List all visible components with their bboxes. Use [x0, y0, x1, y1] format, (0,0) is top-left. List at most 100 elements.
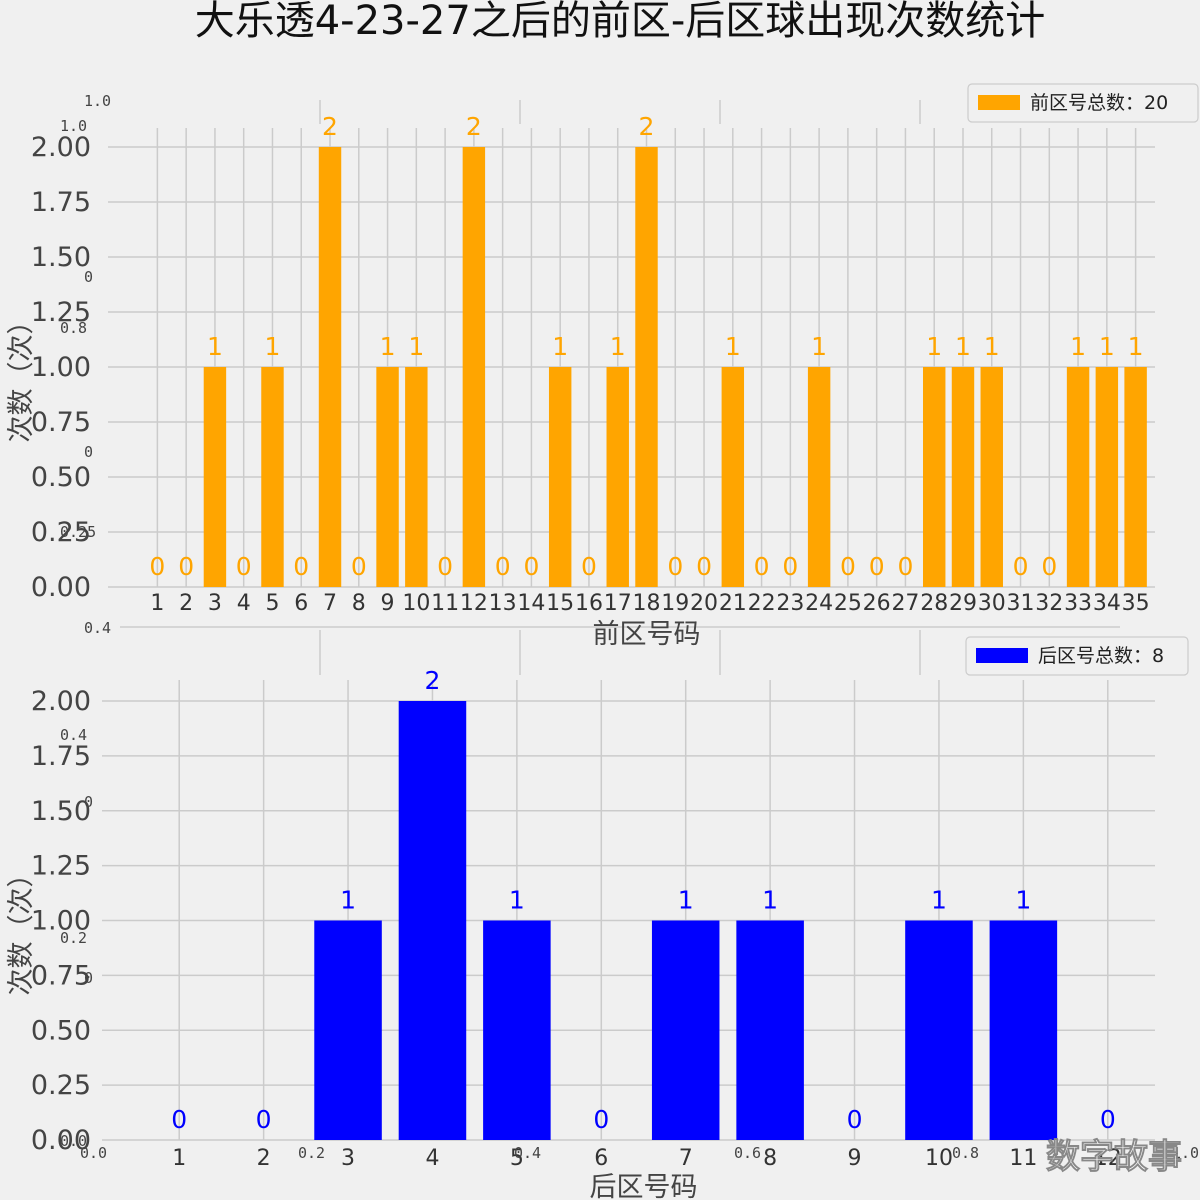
- bar: [951, 367, 975, 587]
- y-tick-label: 0.50: [31, 462, 91, 493]
- x-axis-label: 前区号码: [593, 619, 701, 650]
- value-label: 2: [322, 112, 338, 141]
- y-tick-label: 1.00: [31, 906, 91, 937]
- ghost-bottom-ticks: 0.0 0.2 0.4 0.6 0.8 1.0: [80, 1144, 1199, 1162]
- x-tick-label: 11: [431, 591, 459, 616]
- value-label: 1: [1015, 886, 1031, 915]
- value-label: 0: [696, 552, 712, 581]
- bar: [905, 920, 973, 1140]
- ghost-tick-label: 0: [84, 793, 93, 811]
- ghost-tick-label: 0.25: [60, 523, 96, 541]
- y-tick-label: 0.50: [31, 1015, 91, 1046]
- value-label: 1: [1099, 332, 1115, 361]
- bar: [1124, 367, 1147, 587]
- value-label: 0: [1013, 552, 1029, 581]
- bar: [376, 367, 399, 587]
- ghost-tick-label: 0.8: [60, 319, 87, 337]
- value-label: 2: [466, 112, 482, 141]
- x-tick-label: 26: [863, 591, 891, 616]
- y-tick-label: 0.00: [31, 572, 91, 603]
- value-label: 0: [1041, 552, 1057, 581]
- value-label: 1: [725, 332, 741, 361]
- bar: [807, 367, 831, 587]
- y-tick-label: 1.75: [31, 187, 91, 218]
- ghost-tick-label: 0.2: [298, 1144, 325, 1162]
- value-label: 1: [811, 332, 827, 361]
- value-label: 2: [639, 112, 655, 141]
- value-label: 1: [340, 886, 356, 915]
- x-tick-label: 12: [1094, 1146, 1122, 1171]
- bar: [736, 920, 804, 1140]
- bar: [398, 701, 467, 1140]
- x-tick-label: 22: [748, 591, 776, 616]
- x-tick-label: 27: [891, 591, 919, 616]
- y-tick-label: 0.25: [31, 1070, 91, 1101]
- value-label: 0: [754, 552, 770, 581]
- ghost-tick-label: 0.0: [80, 1144, 107, 1162]
- value-label: 0: [171, 1105, 187, 1134]
- x-tick-label: 35: [1122, 591, 1150, 616]
- ghost-tick-label: 0: [84, 268, 93, 286]
- bar: [635, 147, 658, 587]
- y-tick-label: 1.50: [31, 242, 91, 273]
- value-label: 0: [149, 552, 165, 581]
- value-label: 0: [593, 1105, 609, 1134]
- legend-label: 前区号总数：20: [1030, 92, 1168, 114]
- ghost-tick-label: 0.6: [734, 1144, 761, 1162]
- ghost-tick-label: 1.0: [60, 117, 87, 135]
- x-tick-label: 10: [925, 1146, 953, 1171]
- value-label: 0: [667, 552, 683, 581]
- value-label: 1: [984, 332, 1000, 361]
- value-label: 0: [782, 552, 798, 581]
- y-tick-label: 1.75: [31, 741, 91, 772]
- legend-box: [965, 636, 1189, 676]
- x-tick-label: 8: [352, 591, 366, 616]
- x-tick-label: 10: [402, 591, 430, 616]
- x-tick-label: 7: [679, 1146, 693, 1171]
- x-tick-label: 9: [848, 1146, 862, 1171]
- back-area-plot: 0.000.250.500.751.001.251.501.752.000102…: [6, 636, 1189, 1200]
- value-label: 0: [897, 552, 913, 581]
- ghost-tick-label: 0.4: [60, 726, 87, 744]
- x-tick-label: 33: [1064, 591, 1092, 616]
- bar: [1095, 367, 1119, 587]
- bar: [548, 367, 572, 587]
- value-label: 0: [840, 552, 856, 581]
- value-label: 1: [408, 332, 424, 361]
- ghost-frame: [120, 100, 1120, 675]
- value-label: 1: [610, 332, 626, 361]
- x-tick-label: 2: [257, 1146, 271, 1171]
- x-tick-label: 18: [633, 591, 661, 616]
- ghost-tick-label: 0: [84, 443, 93, 461]
- x-tick-label: 30: [978, 591, 1006, 616]
- bar: [462, 147, 486, 587]
- bar: [721, 367, 745, 587]
- x-tick-label: 5: [510, 1146, 524, 1171]
- bar: [606, 367, 629, 587]
- value-label: 1: [926, 332, 942, 361]
- x-tick-label: 8: [763, 1146, 777, 1171]
- legend-box: [967, 83, 1199, 123]
- value-label: 1: [1128, 332, 1144, 361]
- y-tick-label: 0.75: [31, 960, 91, 991]
- x-tick-label: 31: [1007, 591, 1035, 616]
- x-tick-label: 9: [381, 591, 395, 616]
- y-tick-label: 1.00: [31, 352, 91, 383]
- ghost-tick-label: 0.2: [60, 929, 87, 947]
- value-label: 0: [869, 552, 885, 581]
- y-tick-label: 2.00: [31, 132, 91, 163]
- x-tick-label: 1: [150, 591, 164, 616]
- x-tick-label: 6: [594, 1146, 608, 1171]
- value-label: 1: [762, 886, 778, 915]
- x-tick-label: 34: [1093, 591, 1121, 616]
- ghost-tick-label: 1.0: [84, 92, 111, 110]
- value-label: 0: [351, 552, 367, 581]
- x-tick-label: 28: [920, 591, 948, 616]
- ghost-tick-label: 0.0: [60, 1132, 87, 1150]
- bar: [203, 367, 227, 587]
- value-label: 0: [236, 552, 252, 581]
- value-label: 2: [425, 666, 441, 695]
- value-label: 0: [178, 552, 194, 581]
- x-tick-label: 6: [294, 591, 308, 616]
- value-label: 1: [265, 332, 281, 361]
